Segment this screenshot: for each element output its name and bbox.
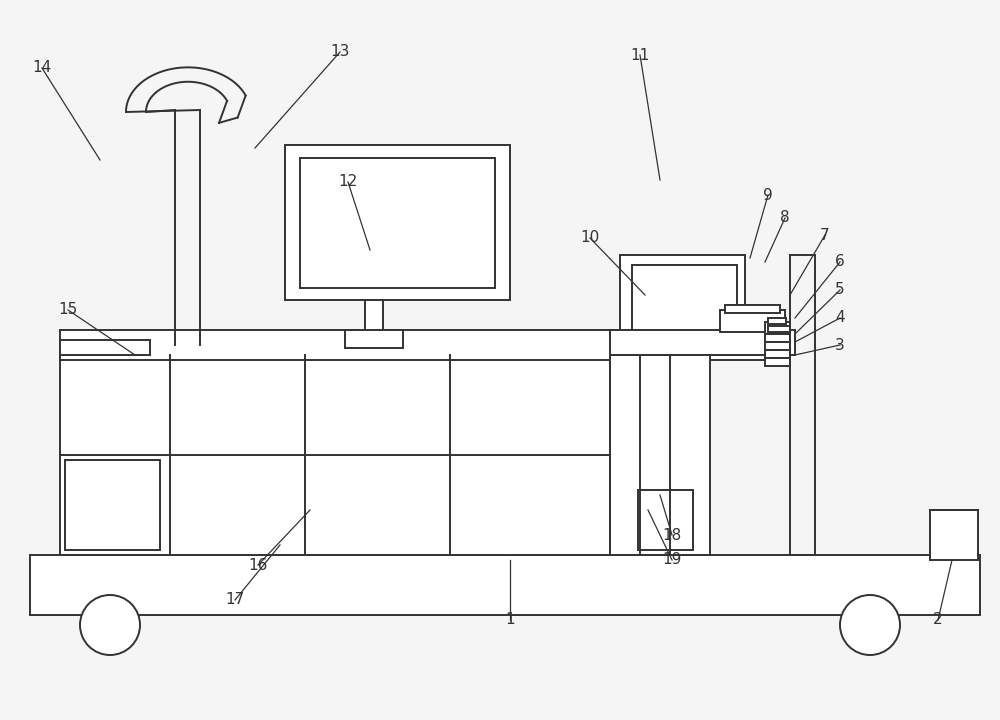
Bar	[725, 305, 780, 313]
Bar	[632, 265, 737, 347]
Bar	[60, 340, 150, 355]
Text: 18: 18	[662, 528, 682, 542]
Bar	[30, 555, 980, 615]
Bar	[365, 300, 383, 332]
Text: 12: 12	[338, 174, 358, 189]
Bar	[610, 330, 795, 355]
Text: 9: 9	[763, 187, 773, 202]
Text: 11: 11	[630, 48, 650, 63]
Bar	[345, 330, 403, 348]
Bar	[930, 510, 978, 560]
Bar	[620, 255, 745, 355]
Bar	[765, 334, 790, 342]
Bar	[300, 158, 495, 288]
Text: 16: 16	[248, 557, 268, 572]
Bar	[638, 490, 693, 550]
Bar	[610, 355, 710, 555]
Text: 1: 1	[505, 613, 515, 628]
Text: 5: 5	[835, 282, 845, 297]
Bar	[765, 322, 790, 334]
Text: 10: 10	[580, 230, 600, 246]
Bar	[768, 326, 790, 332]
Bar	[768, 318, 786, 324]
Circle shape	[840, 595, 900, 655]
Circle shape	[80, 595, 140, 655]
Bar	[765, 342, 790, 350]
Bar	[65, 460, 160, 550]
Text: 8: 8	[780, 210, 790, 225]
Text: 19: 19	[662, 552, 682, 567]
Text: 7: 7	[820, 228, 830, 243]
Bar	[765, 358, 790, 366]
Bar	[765, 350, 790, 358]
Bar	[285, 145, 510, 300]
Bar	[60, 355, 610, 555]
Bar	[720, 310, 785, 332]
Text: 4: 4	[835, 310, 845, 325]
Text: 6: 6	[835, 254, 845, 269]
Text: 14: 14	[32, 60, 52, 76]
Bar	[60, 330, 780, 360]
Text: 13: 13	[330, 45, 350, 60]
Text: 17: 17	[225, 593, 245, 608]
Text: 2: 2	[933, 613, 943, 628]
Text: 3: 3	[835, 338, 845, 353]
Text: 15: 15	[58, 302, 78, 318]
